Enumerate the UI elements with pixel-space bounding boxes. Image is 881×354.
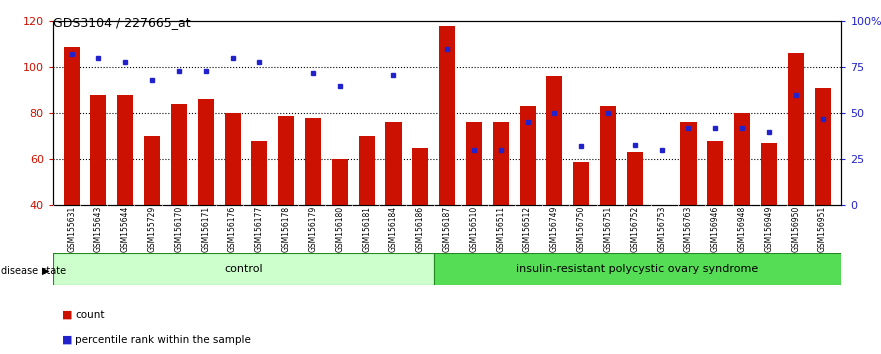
Bar [171, 104, 187, 205]
Bar [305, 118, 321, 205]
Bar [626, 152, 643, 205]
Bar [654, 205, 670, 253]
Text: control: control [224, 264, 263, 274]
Text: GSM156511: GSM156511 [496, 206, 505, 252]
Text: GSM156751: GSM156751 [603, 206, 612, 252]
Text: GSM156750: GSM156750 [577, 206, 586, 252]
Bar [251, 141, 268, 205]
Bar [574, 161, 589, 205]
Bar [546, 76, 562, 205]
Text: GSM156171: GSM156171 [201, 206, 211, 252]
Bar [332, 159, 348, 205]
Text: GSM156181: GSM156181 [362, 206, 371, 252]
Text: GSM156950: GSM156950 [791, 206, 800, 252]
Text: GSM155644: GSM155644 [121, 206, 130, 252]
Text: GSM156949: GSM156949 [765, 206, 774, 252]
Text: GSM155631: GSM155631 [67, 206, 76, 252]
Text: GDS3104 / 227665_at: GDS3104 / 227665_at [53, 16, 190, 29]
Bar [385, 122, 402, 205]
Text: ▶: ▶ [42, 266, 50, 276]
Text: GSM156186: GSM156186 [416, 206, 425, 252]
Text: GSM156177: GSM156177 [255, 206, 264, 252]
Text: GSM156187: GSM156187 [442, 206, 452, 252]
Text: disease state: disease state [1, 266, 66, 276]
Text: count: count [75, 310, 104, 320]
Text: ■: ■ [62, 335, 72, 345]
Bar [433, 253, 841, 285]
Bar [492, 122, 509, 205]
Text: GSM156749: GSM156749 [550, 206, 559, 252]
Text: GSM156753: GSM156753 [657, 206, 666, 252]
Bar [600, 106, 616, 205]
Bar [707, 141, 723, 205]
Text: GSM156948: GSM156948 [737, 206, 746, 252]
Bar [412, 148, 428, 205]
Bar [117, 95, 133, 205]
Text: GSM156176: GSM156176 [228, 206, 237, 252]
Bar [359, 136, 374, 205]
Bar [788, 53, 803, 205]
Text: GSM155643: GSM155643 [94, 206, 103, 252]
Text: GSM156951: GSM156951 [818, 206, 827, 252]
Bar [53, 253, 433, 285]
Text: GSM156510: GSM156510 [470, 206, 478, 252]
Text: GSM156179: GSM156179 [308, 206, 317, 252]
Bar [815, 88, 831, 205]
Text: GSM156184: GSM156184 [389, 206, 398, 252]
Bar [734, 113, 750, 205]
Bar [144, 136, 160, 205]
Text: GSM156178: GSM156178 [282, 206, 291, 252]
Text: GSM156752: GSM156752 [630, 206, 640, 252]
Text: GSM156170: GSM156170 [174, 206, 183, 252]
Text: GSM155729: GSM155729 [148, 206, 157, 252]
Bar [520, 106, 536, 205]
Bar [91, 95, 107, 205]
Text: GSM156763: GSM156763 [684, 206, 693, 252]
Text: ■: ■ [62, 310, 72, 320]
Text: percentile rank within the sample: percentile rank within the sample [75, 335, 251, 345]
Text: GSM156180: GSM156180 [336, 206, 344, 252]
Bar [63, 47, 79, 205]
Bar [439, 26, 455, 205]
Bar [466, 122, 482, 205]
Bar [761, 143, 777, 205]
Bar [225, 113, 241, 205]
Text: insulin-resistant polycystic ovary syndrome: insulin-resistant polycystic ovary syndr… [516, 264, 759, 274]
Bar [680, 122, 697, 205]
Text: GSM156946: GSM156946 [711, 206, 720, 252]
Bar [278, 115, 294, 205]
Text: GSM156512: GSM156512 [523, 206, 532, 252]
Bar [197, 99, 214, 205]
